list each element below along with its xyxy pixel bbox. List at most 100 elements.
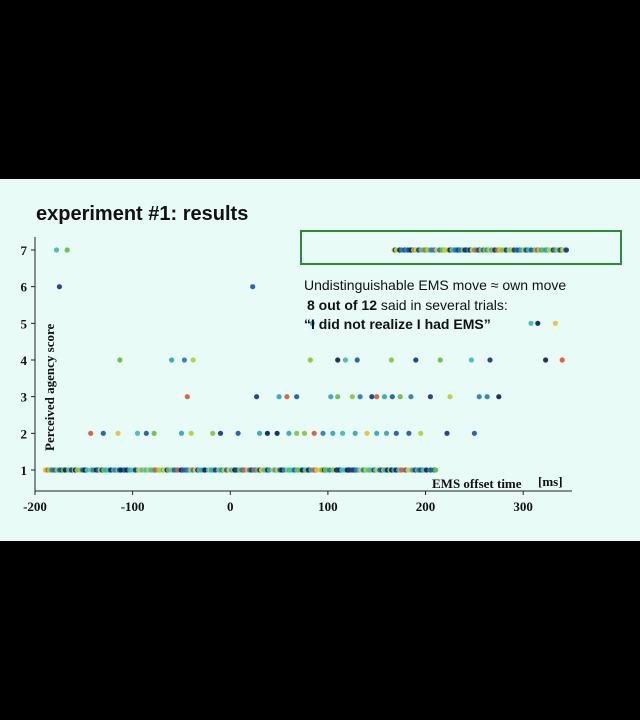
data-point — [354, 357, 360, 363]
data-point — [254, 394, 260, 400]
data-point — [408, 394, 414, 400]
data-point — [543, 357, 549, 363]
annotation-line-2: 8 out of 12 said in several trials: — [304, 296, 624, 316]
data-point — [188, 430, 194, 436]
data-point — [369, 394, 375, 400]
data-point — [444, 430, 450, 436]
data-point — [374, 394, 380, 400]
data-point — [53, 247, 60, 253]
data-point — [181, 357, 187, 363]
highlight-box — [300, 230, 622, 265]
data-point — [257, 430, 263, 436]
data-point — [340, 430, 346, 436]
data-point — [115, 430, 121, 436]
data-point — [528, 320, 534, 326]
data-point — [349, 394, 355, 400]
annotation-count: 8 out of 12 — [307, 296, 378, 313]
data-point — [352, 430, 358, 436]
data-point — [235, 430, 241, 436]
data-point — [388, 357, 394, 363]
x-tick-label: 0 — [227, 499, 234, 514]
data-point — [418, 430, 424, 436]
data-point — [397, 394, 403, 400]
data-point — [210, 430, 216, 436]
data-point — [134, 430, 141, 436]
slide: experiment #1: results -200 -100 0 100 200 30… — [0, 179, 640, 541]
x-axis-unit: [ms] — [538, 474, 563, 489]
data-point — [563, 247, 570, 253]
annotation-line-2-rest: said in several trials: — [377, 296, 508, 313]
data-point — [143, 430, 149, 436]
y-tick-label: 6 — [21, 280, 28, 295]
data-point — [320, 430, 326, 436]
data-point — [88, 430, 94, 436]
data-point — [433, 467, 439, 473]
data-point — [468, 357, 474, 363]
chart-axes: -200 -100 0 100 200 300 1 2 3 4 5 6 7 — [21, 237, 572, 514]
data-point — [552, 320, 559, 326]
data-point — [314, 467, 320, 473]
y-tick-label: 5 — [21, 316, 28, 331]
data-point — [559, 357, 565, 363]
data-point — [309, 320, 315, 326]
data-point — [169, 357, 175, 363]
data-point — [301, 430, 308, 436]
data-point — [487, 357, 493, 363]
data-point — [117, 357, 123, 363]
annotation-quote: “I did not realize I had EMS” — [304, 316, 491, 332]
data-point — [84, 467, 90, 473]
x-tick-label: 100 — [318, 499, 338, 514]
x-tick-label: -200 — [23, 499, 47, 514]
data-point — [330, 430, 336, 436]
data-point — [383, 430, 390, 436]
data-point — [190, 357, 196, 363]
y-tick-label: 3 — [21, 390, 28, 405]
data-point — [284, 394, 290, 400]
data-point — [496, 394, 502, 400]
y-tick-label: 2 — [21, 426, 28, 441]
data-point — [274, 430, 280, 436]
x-tick-label: 300 — [513, 499, 533, 514]
data-point — [476, 394, 482, 400]
data-point — [307, 357, 313, 363]
data-point — [427, 394, 433, 400]
data-point — [484, 394, 490, 400]
data-point — [264, 430, 270, 436]
data-point — [184, 394, 190, 400]
data-point — [217, 430, 224, 436]
data-point — [266, 467, 272, 473]
results-annotation: Undistinguishable EMS move ≈ own move 8 … — [304, 276, 624, 335]
x-axis-label: EMS offset time — [432, 476, 522, 491]
data-point — [56, 284, 63, 290]
y-tick-label: 4 — [21, 353, 28, 368]
slide-title: experiment #1: results — [36, 203, 249, 225]
data-point — [294, 430, 300, 436]
y-tick-label: 7 — [21, 243, 28, 258]
x-tick-label: 200 — [416, 499, 436, 514]
data-point — [535, 320, 541, 326]
data-point — [250, 284, 256, 290]
data-point — [294, 394, 300, 400]
data-point — [413, 357, 419, 363]
x-tick-label: -100 — [121, 499, 145, 514]
data-point — [406, 430, 412, 436]
y-tick-label: 1 — [21, 463, 28, 478]
annotation-line-1: Undistinguishable EMS move ≈ own move — [304, 277, 567, 293]
data-point — [374, 430, 380, 436]
data-point — [64, 247, 70, 253]
data-point — [447, 394, 453, 400]
data-point — [311, 430, 317, 436]
data-point — [335, 357, 341, 363]
data-point — [100, 430, 106, 436]
data-point — [381, 394, 388, 400]
data-point — [393, 430, 399, 436]
data-point — [276, 394, 282, 400]
chart-points — [42, 247, 570, 473]
data-point — [389, 394, 395, 400]
data-point — [437, 357, 443, 363]
scatter-chart: -200 -100 0 100 200 300 1 2 3 4 5 6 7 EMS offset tim… — [21, 230, 622, 514]
data-point — [342, 357, 349, 363]
data-point — [357, 394, 363, 400]
data-point — [286, 430, 292, 436]
data-point — [471, 430, 477, 436]
